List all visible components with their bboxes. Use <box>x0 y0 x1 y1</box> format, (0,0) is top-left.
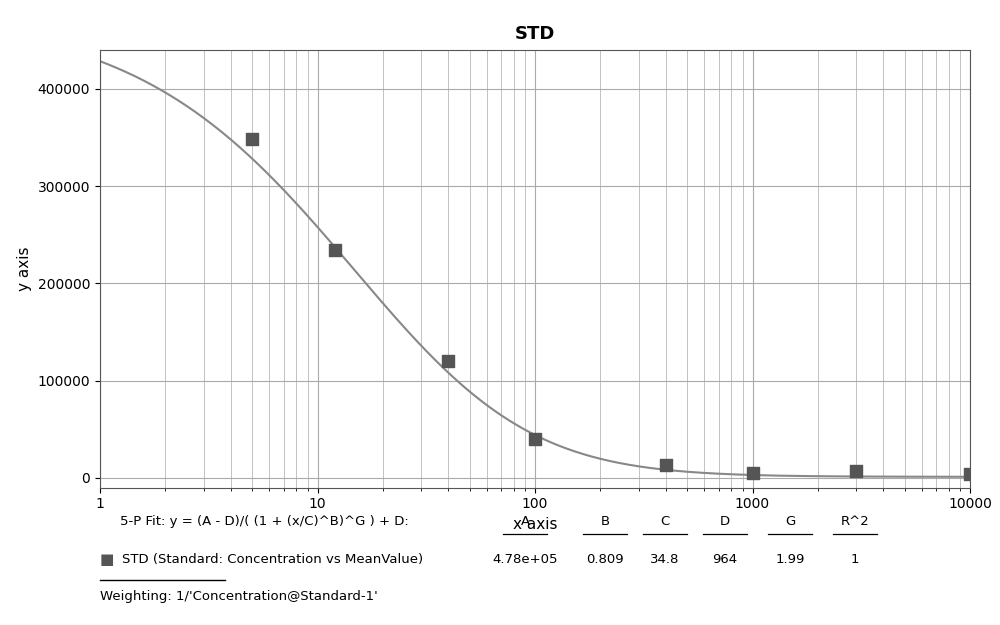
Point <box>848 466 864 476</box>
Text: 34.8: 34.8 <box>650 553 680 566</box>
Y-axis label: y axis: y axis <box>17 246 32 291</box>
Title: STD: STD <box>515 25 555 43</box>
Point <box>440 356 456 366</box>
Text: 5-P Fit: y = (A - D)/( (1 + (x/C)^B)^G ) + D:: 5-P Fit: y = (A - D)/( (1 + (x/C)^B)^G )… <box>120 516 409 528</box>
Point <box>962 469 978 479</box>
Point <box>327 245 343 255</box>
Text: 1: 1 <box>851 553 859 566</box>
Text: B: B <box>600 516 610 528</box>
Text: 964: 964 <box>712 553 738 566</box>
X-axis label: x axis: x axis <box>513 517 557 532</box>
Text: STD (Standard: Concentration vs MeanValue): STD (Standard: Concentration vs MeanValu… <box>122 553 423 566</box>
Point <box>527 434 543 444</box>
Point <box>244 134 260 144</box>
Text: Weighting: 1/'Concentration@Standard-1': Weighting: 1/'Concentration@Standard-1' <box>100 591 378 603</box>
Text: 1.99: 1.99 <box>775 553 805 566</box>
Point <box>744 468 761 478</box>
Text: G: G <box>785 516 795 528</box>
Text: 4.78e+05: 4.78e+05 <box>492 553 558 566</box>
Text: 0.809: 0.809 <box>586 553 624 566</box>
Text: D: D <box>720 516 730 528</box>
Point <box>658 460 674 470</box>
Text: ■: ■ <box>100 552 114 567</box>
Text: A: A <box>520 516 530 528</box>
Text: R^2: R^2 <box>841 516 869 528</box>
Text: C: C <box>660 516 670 528</box>
